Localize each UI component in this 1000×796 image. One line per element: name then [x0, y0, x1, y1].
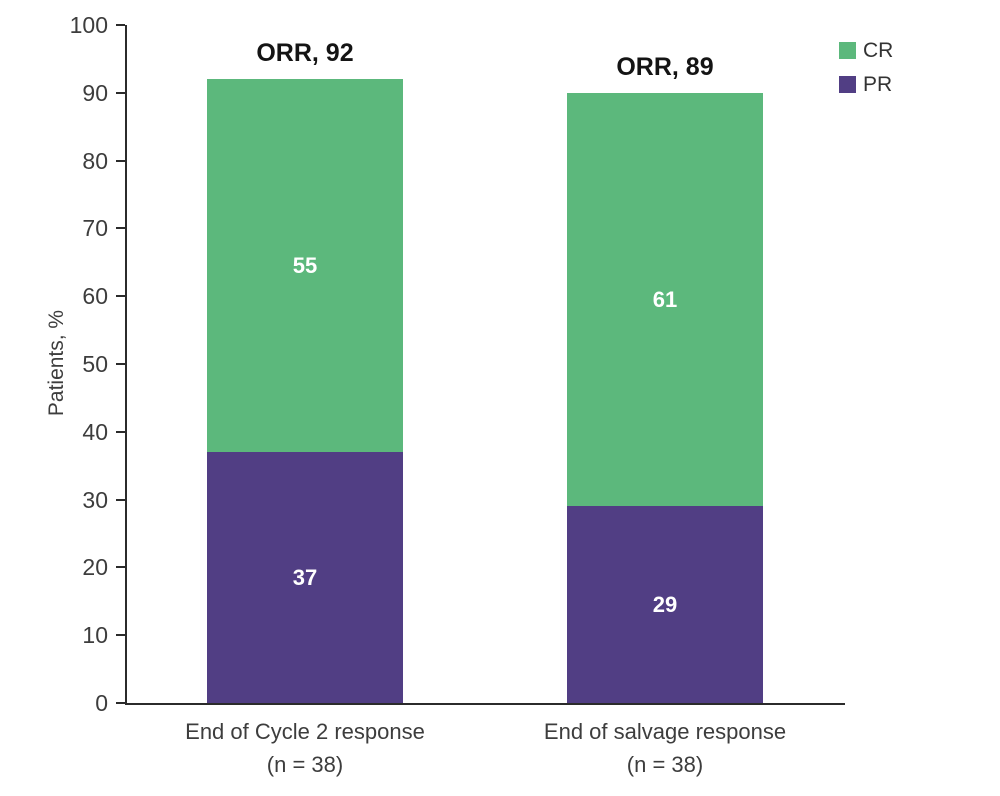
x-axis-line	[125, 703, 845, 705]
y-tick-label: 70	[82, 215, 108, 242]
y-tick	[116, 159, 125, 162]
bar-value-label-cr: 55	[292, 252, 318, 278]
y-tick	[116, 91, 125, 94]
legend-swatch-pr	[839, 76, 856, 93]
legend-label-cr: CR	[863, 39, 894, 62]
y-tick-label: 90	[82, 79, 108, 106]
y-tick-label: 10	[82, 622, 108, 649]
bar-segment-cr: 55	[207, 79, 403, 453]
orr-label: ORR, 92	[256, 39, 354, 68]
legend-swatch-cr	[839, 42, 856, 59]
bar-segment-pr: 37	[207, 452, 403, 703]
y-tick-label: 100	[69, 12, 108, 38]
y-tick	[116, 702, 125, 704]
y-tick-label: 60	[82, 283, 108, 310]
y-tick	[116, 430, 125, 433]
bar-value-label-pr: 37	[292, 564, 318, 590]
bar-segment-pr: 29	[567, 506, 763, 703]
bar-segment-cr: 61	[567, 92, 763, 507]
y-tick-label: 80	[82, 147, 108, 174]
y-tick-label: 0	[95, 690, 108, 716]
y-tick-label: 50	[82, 351, 108, 377]
bar-value-label-pr: 29	[652, 591, 678, 617]
category-label: End of Cycle 2 response (n = 38)	[85, 715, 525, 781]
y-tick-label: 20	[82, 554, 108, 581]
y-tick-label: 40	[82, 418, 108, 445]
y-tick	[116, 634, 125, 637]
y-tick	[116, 24, 125, 26]
y-tick-label: 30	[82, 486, 108, 513]
legend: CR PR	[839, 40, 893, 108]
legend-label-pr: PR	[863, 73, 893, 96]
category-label-line1: End of salvage response	[543, 719, 787, 744]
category-label-line2: (n = 38)	[266, 752, 344, 777]
category-label-line1: End of Cycle 2 response	[185, 719, 425, 744]
y-tick	[116, 227, 125, 230]
y-tick	[116, 363, 125, 365]
y-axis-line	[125, 25, 127, 705]
legend-row-cr: CR	[839, 40, 893, 61]
orr-label: ORR, 89	[616, 52, 714, 81]
y-tick	[116, 295, 125, 298]
legend-row-pr: PR	[839, 74, 893, 95]
bar-value-label-cr: 61	[652, 286, 678, 312]
category-label: End of salvage response (n = 38)	[445, 715, 885, 781]
category-label-line2: (n = 38)	[626, 752, 704, 777]
y-tick	[116, 498, 125, 501]
y-tick	[116, 566, 125, 569]
